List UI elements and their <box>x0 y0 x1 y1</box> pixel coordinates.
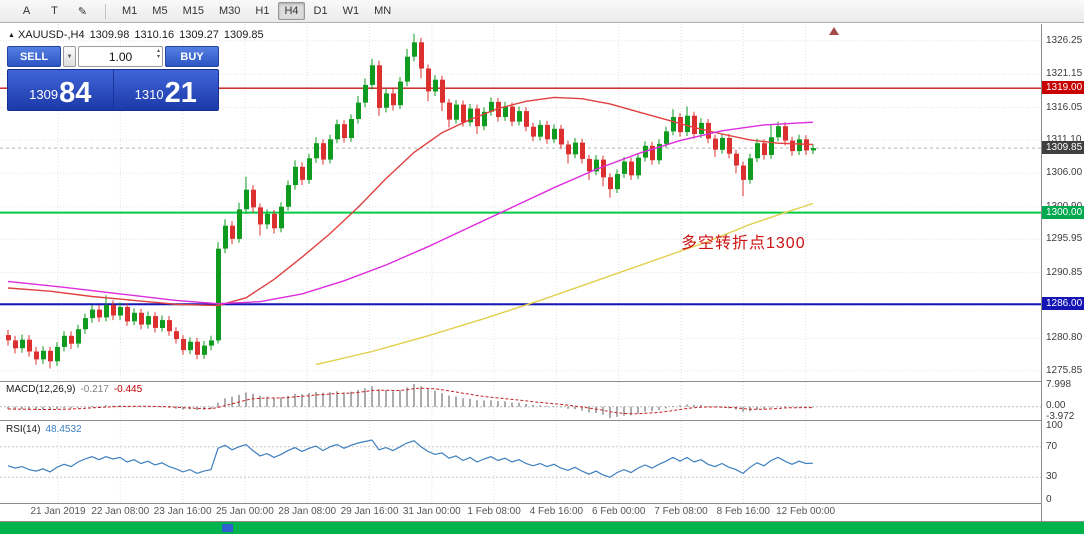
chevron-down-icon: ▼ <box>66 53 73 60</box>
ohlc-low: 1309.27 <box>179 29 219 41</box>
buy-price-display[interactable]: 1310 21 <box>114 70 219 110</box>
axis-label: 1295.95 <box>1046 233 1083 245</box>
text-t-tool-button[interactable]: T <box>51 5 58 17</box>
timeframe-m5-button[interactable]: M5 <box>152 5 168 17</box>
axis-label: 100 <box>1046 420 1063 431</box>
axis-label: 1290.85 <box>1046 266 1083 278</box>
axis-label: 1311.10 <box>1046 133 1082 145</box>
axis-label: 70 <box>1046 441 1058 452</box>
lot-size-input[interactable]: 1.00 ▴ ▾ <box>78 46 163 67</box>
axis-label: 1316.05 <box>1046 101 1083 113</box>
time-axis-label: 29 Jan 16:00 <box>340 506 399 517</box>
text-a-tool-button[interactable]: A <box>22 5 31 17</box>
ohlc-high: 1310.16 <box>134 29 175 41</box>
spin-down-icon[interactable]: ▾ <box>156 54 160 60</box>
axis-label: 30 <box>1046 471 1058 482</box>
time-axis-label: 12 Feb 00:00 <box>776 506 836 517</box>
taskbar-separator <box>0 521 1084 522</box>
price-chart[interactable] <box>0 24 1041 381</box>
buy-price-pips: 21 <box>164 77 197 109</box>
ohlc-close: 1309.85 <box>223 29 264 41</box>
symbol-name: XAUUSD-,H4 <box>17 29 85 41</box>
time-axis-label: 31 Jan 00:00 <box>402 506 461 517</box>
axis-label: 1321.15 <box>1046 68 1083 80</box>
price-axis-tag: 1300.00 <box>1042 205 1084 219</box>
axis-label: 0.00 <box>1046 400 1066 411</box>
sell-price-display[interactable]: 1309 84 <box>8 70 114 110</box>
spin-up-icon[interactable]: ▴ <box>156 48 160 54</box>
buy-button[interactable]: BUY <box>165 46 219 67</box>
time-axis-label: 23 Jan 16:00 <box>153 506 212 517</box>
symbol-arrow-icon: ▲ <box>8 32 15 39</box>
axis-label: -3.972 <box>1046 411 1075 422</box>
toolbar-separator <box>105 3 106 19</box>
time-axis-label: 28 Jan 08:00 <box>278 506 337 517</box>
time-axis-separator <box>0 503 1084 504</box>
taskbar-item[interactable] <box>222 524 233 532</box>
timeframe-mn-button[interactable]: MN <box>374 5 392 17</box>
time-axis-label: 4 Feb 16:00 <box>529 506 584 517</box>
time-axis-label: 22 Jan 08:00 <box>91 506 150 517</box>
macd-indicator-label: MACD(12,26,9) -0.217 -0.445 <box>6 384 142 395</box>
lot-size-spinner[interactable]: ▴ ▾ <box>157 48 160 60</box>
time-scale[interactable]: 21 Jan 2019 22 Jan 08:00 23 Jan 16:00 25 Ja… <box>0 504 1041 521</box>
axis-label: 7.998 <box>1046 379 1072 390</box>
toolbar: A T ✎ M1 M5 M15 M30 H1 H4 D1 W1 MN <box>0 0 1084 23</box>
ohlc-open: 1309.98 <box>89 29 130 41</box>
one-click-trading-panel: SELL ▼ 1.00 ▴ ▾ BUY 1309 84 1310 21 <box>7 46 219 111</box>
timeframe-m15-button[interactable]: M15 <box>182 5 204 17</box>
timeframe-h4-button[interactable]: H4 <box>278 2 305 20</box>
sell-price-main: 1309 <box>29 87 59 102</box>
rsi-indicator-label: RSI(14) 48.4532 <box>6 424 82 435</box>
macd-signal-value: -0.445 <box>113 384 143 395</box>
rsi-value: 48.4532 <box>45 424 82 435</box>
timeframe-d1-button[interactable]: D1 <box>313 5 328 17</box>
rsi-panel-canvas[interactable] <box>0 421 1041 503</box>
macd-value: -0.217 <box>80 384 109 395</box>
pencil-tool-icon[interactable]: ✎ <box>77 5 88 18</box>
axis-label: 1280.80 <box>1046 332 1083 344</box>
macd-panel-separator[interactable] <box>0 381 1084 382</box>
buy-price-main: 1310 <box>134 87 164 102</box>
timeframe-m1-button[interactable]: M1 <box>122 5 138 17</box>
sell-button[interactable]: SELL <box>7 46 61 67</box>
sell-price-pips: 84 <box>59 77 92 109</box>
price-axis-tag: 1309.85 <box>1042 141 1084 155</box>
axis-label: 1275.85 <box>1046 364 1083 376</box>
trade-options-dropdown[interactable]: ▼ <box>63 46 76 67</box>
price-axis-tag: 1319.00 <box>1042 81 1084 95</box>
axis-label: 0 <box>1046 494 1052 505</box>
macd-panel-canvas[interactable] <box>0 382 1041 420</box>
chart-text-annotation[interactable]: 多空转折点1300 <box>681 235 806 252</box>
rsi-indicator-name: RSI(14) <box>6 424 41 435</box>
price-scale-separator[interactable] <box>1041 24 1042 521</box>
symbol-ohlc-header: ▲ XAUUSD-,H4 1309.98 1310.16 1309.27 1309.85 <box>8 29 269 41</box>
lot-size-value: 1.00 <box>108 49 133 64</box>
price-axis-tag: 1286.00 <box>1042 297 1084 311</box>
time-axis-label: 6 Feb 00:00 <box>592 506 646 517</box>
time-axis-label: 21 Jan 2019 <box>30 506 86 517</box>
time-axis-label: 1 Feb 08:00 <box>467 506 521 517</box>
axis-label: 1306.00 <box>1046 167 1083 179</box>
timeframe-h1-button[interactable]: H1 <box>255 5 270 17</box>
time-axis-label: 8 Feb 16:00 <box>716 506 770 517</box>
axis-label: 1326.25 <box>1046 34 1083 46</box>
time-axis-label: 25 Jan 00:00 <box>215 506 274 517</box>
time-axis-label: 7 Feb 08:00 <box>654 506 708 517</box>
macd-indicator-name: MACD(12,26,9) <box>6 384 76 395</box>
timeframe-w1-button[interactable]: W1 <box>342 5 360 17</box>
rsi-panel-separator[interactable] <box>0 420 1084 421</box>
timeframe-m30-button[interactable]: M30 <box>218 5 241 17</box>
price-scale[interactable]: 1326.25 1321.15 1316.05 1311.10 1306.00 1300.… <box>1042 0 1084 521</box>
chart-shift-marker-icon[interactable] <box>829 27 839 35</box>
taskbar <box>0 522 1084 534</box>
